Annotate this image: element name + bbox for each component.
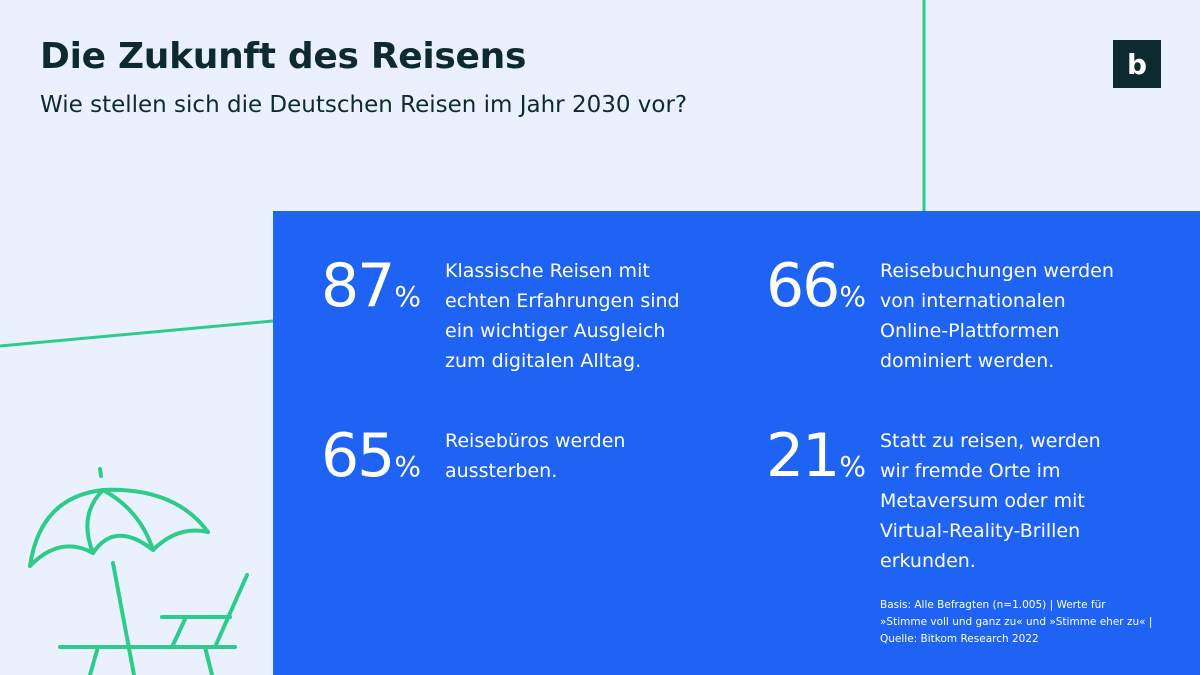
stat-value: 65% xyxy=(321,426,421,497)
page-title: Die Zukunft des Reisens xyxy=(40,36,527,77)
stat-value: 87% xyxy=(321,256,421,327)
logo-letter: b xyxy=(1126,47,1148,81)
decorative-diagonal-line xyxy=(0,319,274,348)
stat-description: Klassische Reisen mit echten Erfahrungen… xyxy=(445,260,680,372)
bitkom-logo-icon: b xyxy=(1113,40,1161,88)
stat-description: Reisebüros werden aussterben. xyxy=(445,430,626,482)
stat-unit: % xyxy=(394,450,421,483)
stat-description: Reisebuchungen werden von internationale… xyxy=(880,260,1114,372)
source-footnote: Basis: Alle Befragten (n=1.005) | Werte … xyxy=(880,599,1153,645)
beach-umbrella-lounger-icon xyxy=(28,467,249,675)
stat-value: 21% xyxy=(766,426,866,497)
stat-description: Statt zu reisen, werden wir fremde Orte … xyxy=(880,430,1101,572)
stat-number: 87 xyxy=(321,251,395,321)
stat-unit: % xyxy=(394,280,421,313)
stat-number: 66 xyxy=(766,251,840,321)
stat-number: 21 xyxy=(766,421,840,491)
page-subtitle: Wie stellen sich die Deutschen Reisen im… xyxy=(40,92,688,118)
stat-value: 66% xyxy=(766,256,866,327)
stats-panel: 87% Klassische Reisen mit echten Erfahru… xyxy=(273,211,1200,675)
stat-unit: % xyxy=(839,280,866,313)
stat-unit: % xyxy=(839,450,866,483)
stat-number: 65 xyxy=(321,421,395,491)
